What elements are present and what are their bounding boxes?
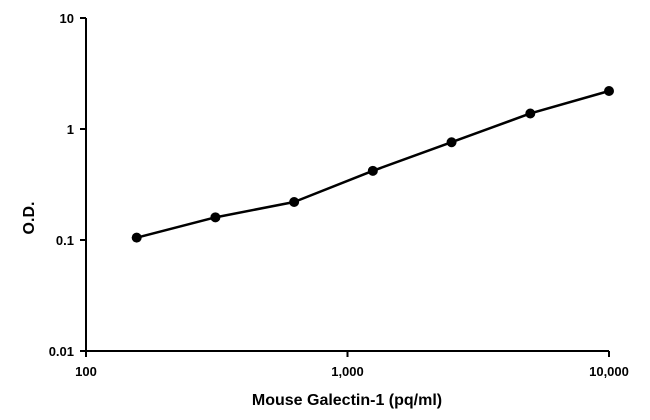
- axes: 0.01 0.1 1 10 100 1,000 10,000: [49, 11, 629, 379]
- data-series: [131, 85, 614, 243]
- y-tick-label: 1: [67, 122, 74, 137]
- series-line: [136, 89, 610, 239]
- y-tick-label: 10: [60, 11, 74, 26]
- data-point: [446, 137, 457, 148]
- x-tick-label: 100: [75, 364, 97, 379]
- y-tick-label: 0.01: [49, 344, 74, 359]
- y-tick-label: 0.1: [56, 233, 74, 248]
- x-axis-title: Mouse Galectin-1 (pq/ml): [252, 392, 442, 409]
- x-tick-label: 10,000: [589, 364, 629, 379]
- x-tick-label: 1,000: [331, 364, 364, 379]
- y-axis-title: O.D.: [21, 202, 38, 235]
- data-point: [367, 165, 378, 176]
- data-point: [131, 232, 142, 243]
- data-point: [525, 108, 536, 119]
- data-point: [289, 196, 300, 207]
- data-point: [604, 85, 614, 96]
- data-point: [210, 212, 221, 223]
